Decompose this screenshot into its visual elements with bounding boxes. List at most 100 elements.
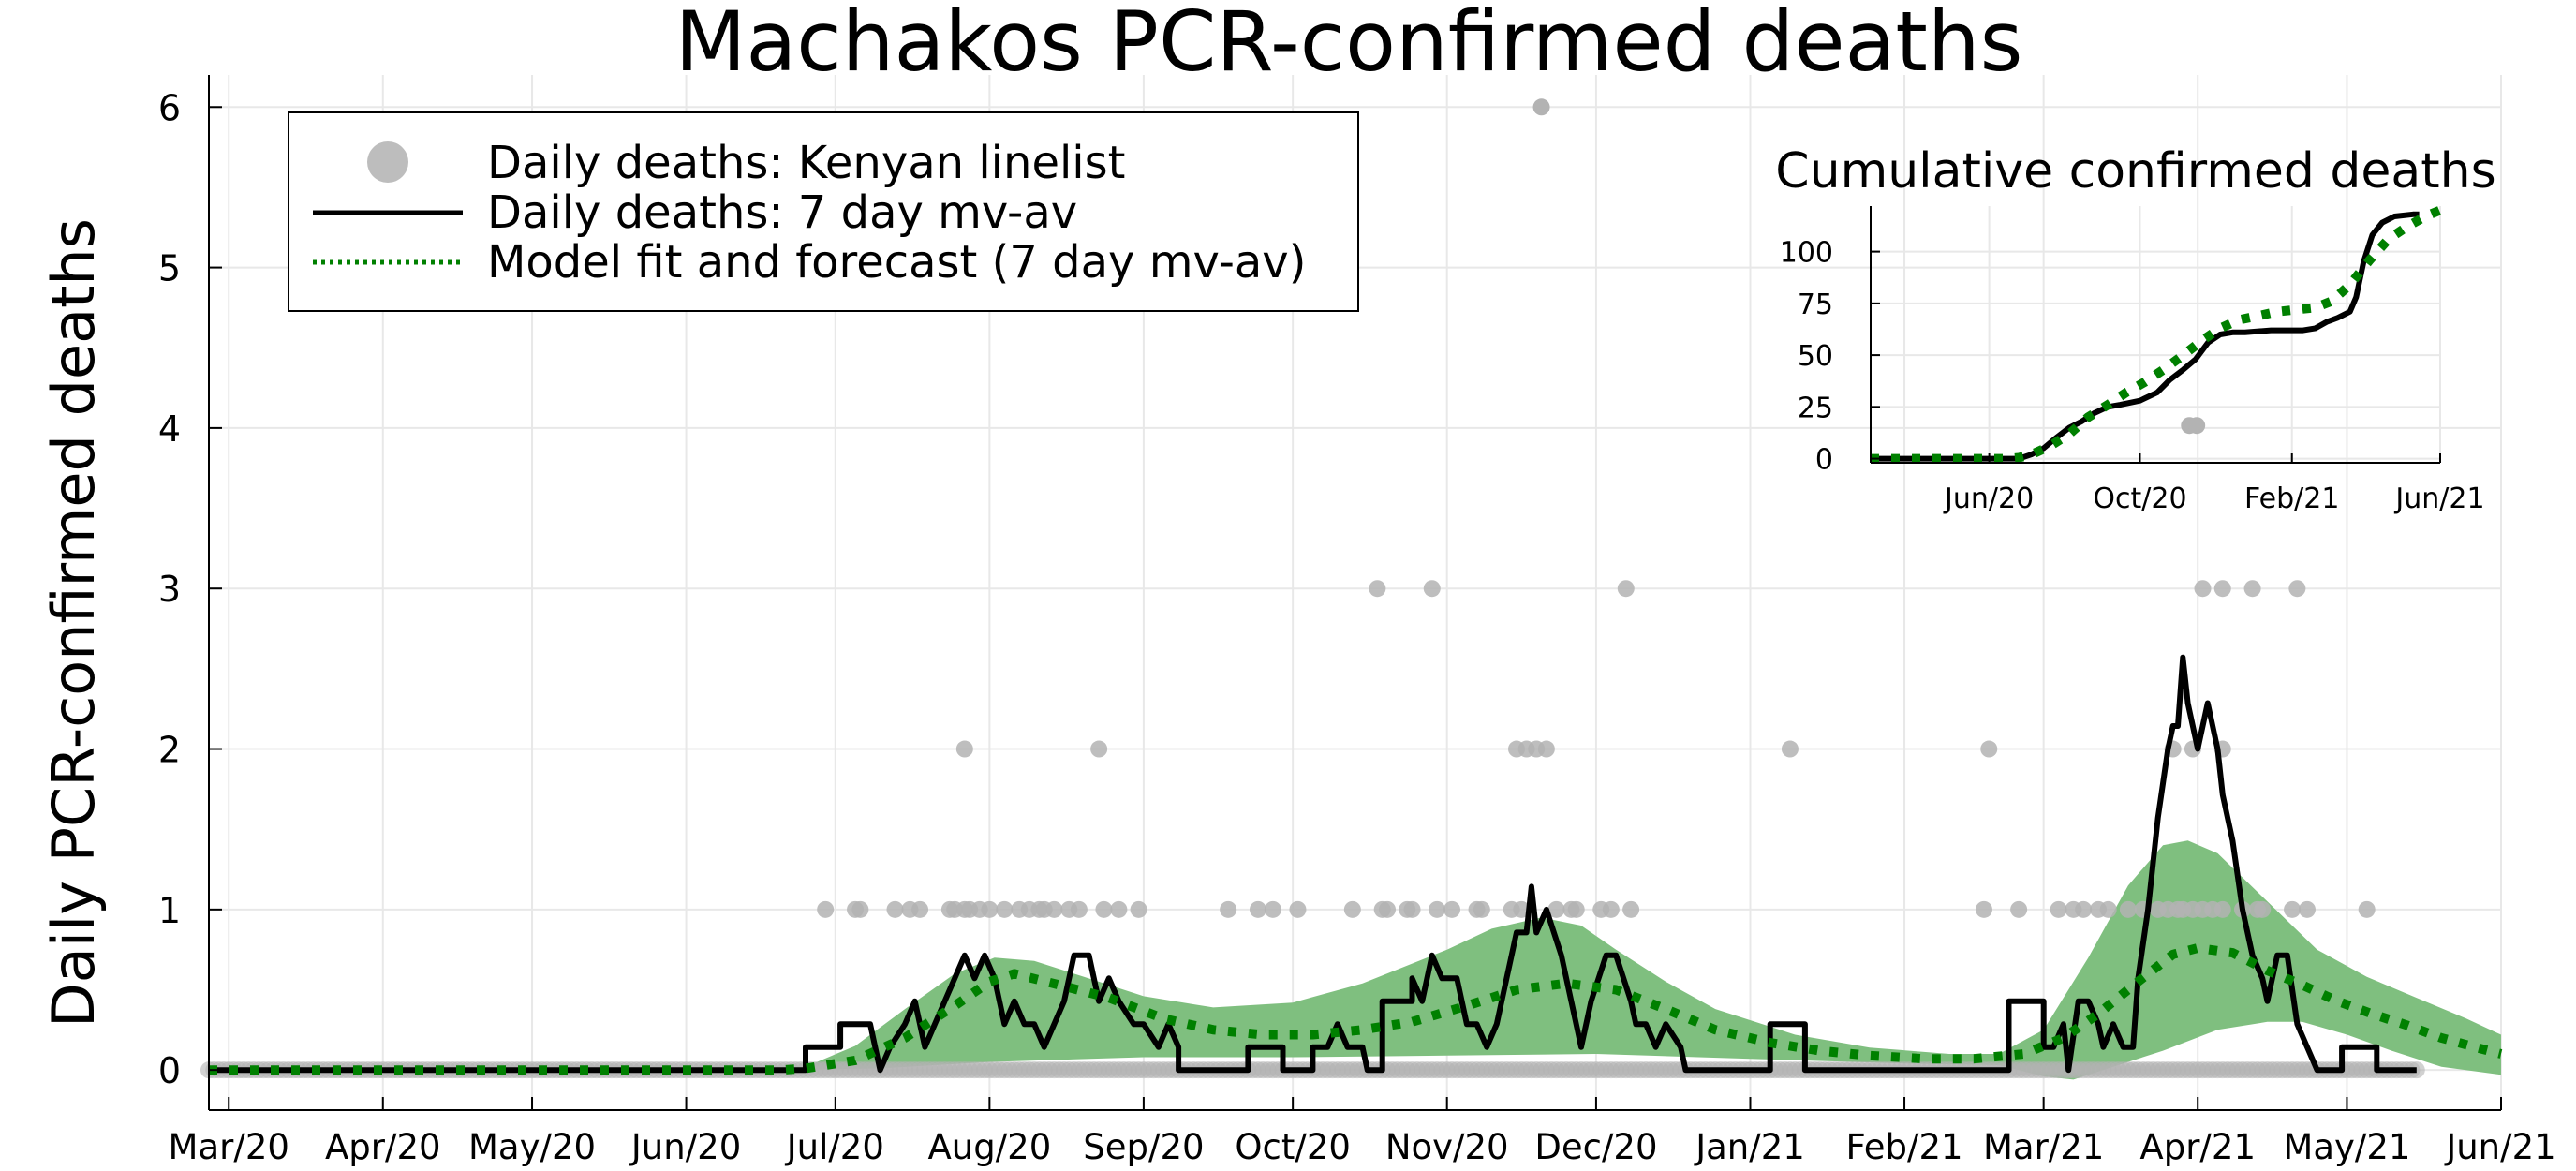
main-x-tick-label: Jun/21 (2444, 1127, 2555, 1167)
main-y-tick-label: 1 (158, 890, 181, 931)
scatter-point (955, 740, 973, 758)
main-y-tick-label: 2 (158, 730, 181, 771)
scatter-point (1110, 900, 1128, 918)
scatter-point (1070, 900, 1088, 918)
scatter-point (1429, 900, 1446, 918)
main-x-tick-label: May/21 (2283, 1127, 2410, 1167)
scatter-point (1090, 740, 1108, 758)
legend-marker-linelist (367, 141, 408, 183)
uncertainty-band-area (780, 840, 2501, 1080)
scatter-point (1095, 900, 1113, 918)
scatter-point (1473, 900, 1490, 918)
inset-y-tick-label: 0 (1815, 444, 1833, 477)
scatter-point (1220, 900, 1237, 918)
scatter-point (2010, 900, 2028, 918)
main-x-tick-label: May/20 (468, 1127, 596, 1167)
scatter-point (2358, 900, 2376, 918)
scatter-point (2075, 900, 2093, 918)
legend-label-mvav: Daily deaths: 7 day mv-av (487, 186, 1077, 239)
model-fit-line (209, 943, 2503, 1075)
inset-axes: 0 25 50 75 100 Jun/20 Oct/20 Feb/21 Jun/21 (1780, 206, 2485, 515)
scatter-point (1537, 740, 1555, 758)
y-axis-label: Daily PCR-confirmed deaths (39, 218, 108, 1028)
scatter-point (1423, 580, 1441, 598)
main-x-tick-label: Apr/20 (325, 1127, 441, 1167)
scatter-point (1443, 900, 1461, 918)
scatter-point (1343, 900, 1361, 918)
inset-series (1871, 205, 2442, 464)
inset-x-tick-label: Oct/20 (2093, 482, 2186, 515)
inset-y-tick-label: 25 (1798, 392, 1833, 424)
scatter-point (2213, 900, 2231, 918)
scatter-point (911, 900, 929, 918)
inset-y-tick-label: 100 (1780, 237, 1833, 270)
scatter-point (2119, 900, 2137, 918)
main-y-tick-label: 3 (158, 569, 181, 610)
scatter-point (1369, 580, 1386, 598)
scatter-point (1264, 900, 1281, 918)
scatter-point (851, 900, 869, 918)
line-series (209, 654, 2503, 1075)
scatter-point (1249, 900, 1266, 918)
main-x-tick-label: Dec/20 (1534, 1127, 1657, 1167)
legend-label-model: Model fit and forecast (7 day mv-av) (487, 236, 1306, 289)
inset-y-tick-label: 50 (1798, 340, 1833, 373)
scatter-point (1781, 740, 1799, 758)
inset-x-tick-label: Jun/20 (1943, 482, 2034, 515)
scatter-point (2243, 580, 2261, 598)
inset-model-line (1871, 205, 2442, 464)
scatter-point (2099, 900, 2117, 918)
moving-average-line (209, 654, 2417, 1074)
scatter-point (1403, 900, 1421, 918)
inset-x-tick-label: Jun/21 (2393, 482, 2484, 515)
scatter-point (2288, 580, 2306, 598)
scatter-point (1379, 900, 1397, 918)
inset-x-tick-label: Feb/21 (2244, 482, 2339, 515)
legend-box (288, 111, 1359, 312)
chart-title: Machakos PCR-confirmed deaths (674, 0, 2022, 90)
scatter-point (2050, 900, 2067, 918)
uncertainty-band (780, 840, 2501, 1080)
inset-title: Cumulative confirmed deaths (1775, 143, 2495, 200)
main-x-tick-label: Mar/21 (1983, 1127, 2104, 1167)
main-x-tick-label: Apr/21 (2139, 1127, 2256, 1167)
scatter-point (2284, 900, 2302, 918)
scatter-point (1617, 580, 1635, 598)
main-x-tick-label: Sep/20 (1083, 1127, 1204, 1167)
scatter-point (1567, 900, 1585, 918)
main-y-tick-label: 4 (158, 408, 181, 450)
scatter-point (1547, 900, 1565, 918)
scatter-point (981, 900, 999, 918)
legend: Daily deaths: Kenyan linelist Daily deat… (288, 111, 1359, 312)
scatter-point (1289, 900, 1307, 918)
scatter-point (1130, 900, 1147, 918)
main-y-tick-label: 6 (158, 87, 181, 128)
main-x-tick-label: Jul/20 (785, 1127, 884, 1167)
inset-scatter-point (2188, 417, 2206, 435)
scatter-point (2213, 580, 2231, 598)
scatter-point (1532, 98, 1550, 116)
inset-gridlines (1871, 206, 2441, 463)
main-x-tick-label: Nov/20 (1385, 1127, 1509, 1167)
scatter-point (2254, 900, 2272, 918)
main-x-tick-label: Jun/20 (629, 1127, 741, 1167)
scatter-point (817, 900, 835, 918)
main-x-tick-label: Jan/21 (1694, 1127, 1805, 1167)
main-x-tick-label: Feb/21 (1846, 1127, 1963, 1167)
scatter-point (2194, 580, 2212, 598)
main-x-tick-label: Aug/20 (927, 1127, 1051, 1167)
scatter-point (1622, 900, 1640, 918)
scatter-point (996, 900, 1014, 918)
scatter-point (2298, 900, 2316, 918)
scatter-point (886, 900, 904, 918)
legend-label-linelist: Daily deaths: Kenyan linelist (487, 137, 1125, 189)
main-x-tick-label: Mar/20 (169, 1127, 289, 1167)
main-y-tick-label: 5 (158, 248, 181, 289)
scatter-point (1975, 900, 1992, 918)
inset-y-tick-label: 75 (1798, 289, 1833, 321)
scatter-point (1045, 900, 1063, 918)
scatter-point (1980, 740, 1998, 758)
main-x-tick-label: Oct/20 (1235, 1127, 1351, 1167)
scatter-point (1602, 900, 1620, 918)
